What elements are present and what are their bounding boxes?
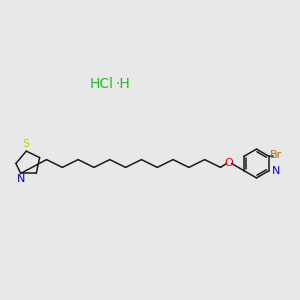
Text: HCl: HCl (90, 77, 114, 91)
Text: S: S (22, 140, 30, 149)
Text: O: O (224, 158, 233, 169)
Text: N: N (17, 174, 26, 184)
Text: ·H: ·H (116, 77, 130, 91)
Text: Br: Br (270, 150, 283, 161)
Text: N: N (272, 166, 280, 176)
